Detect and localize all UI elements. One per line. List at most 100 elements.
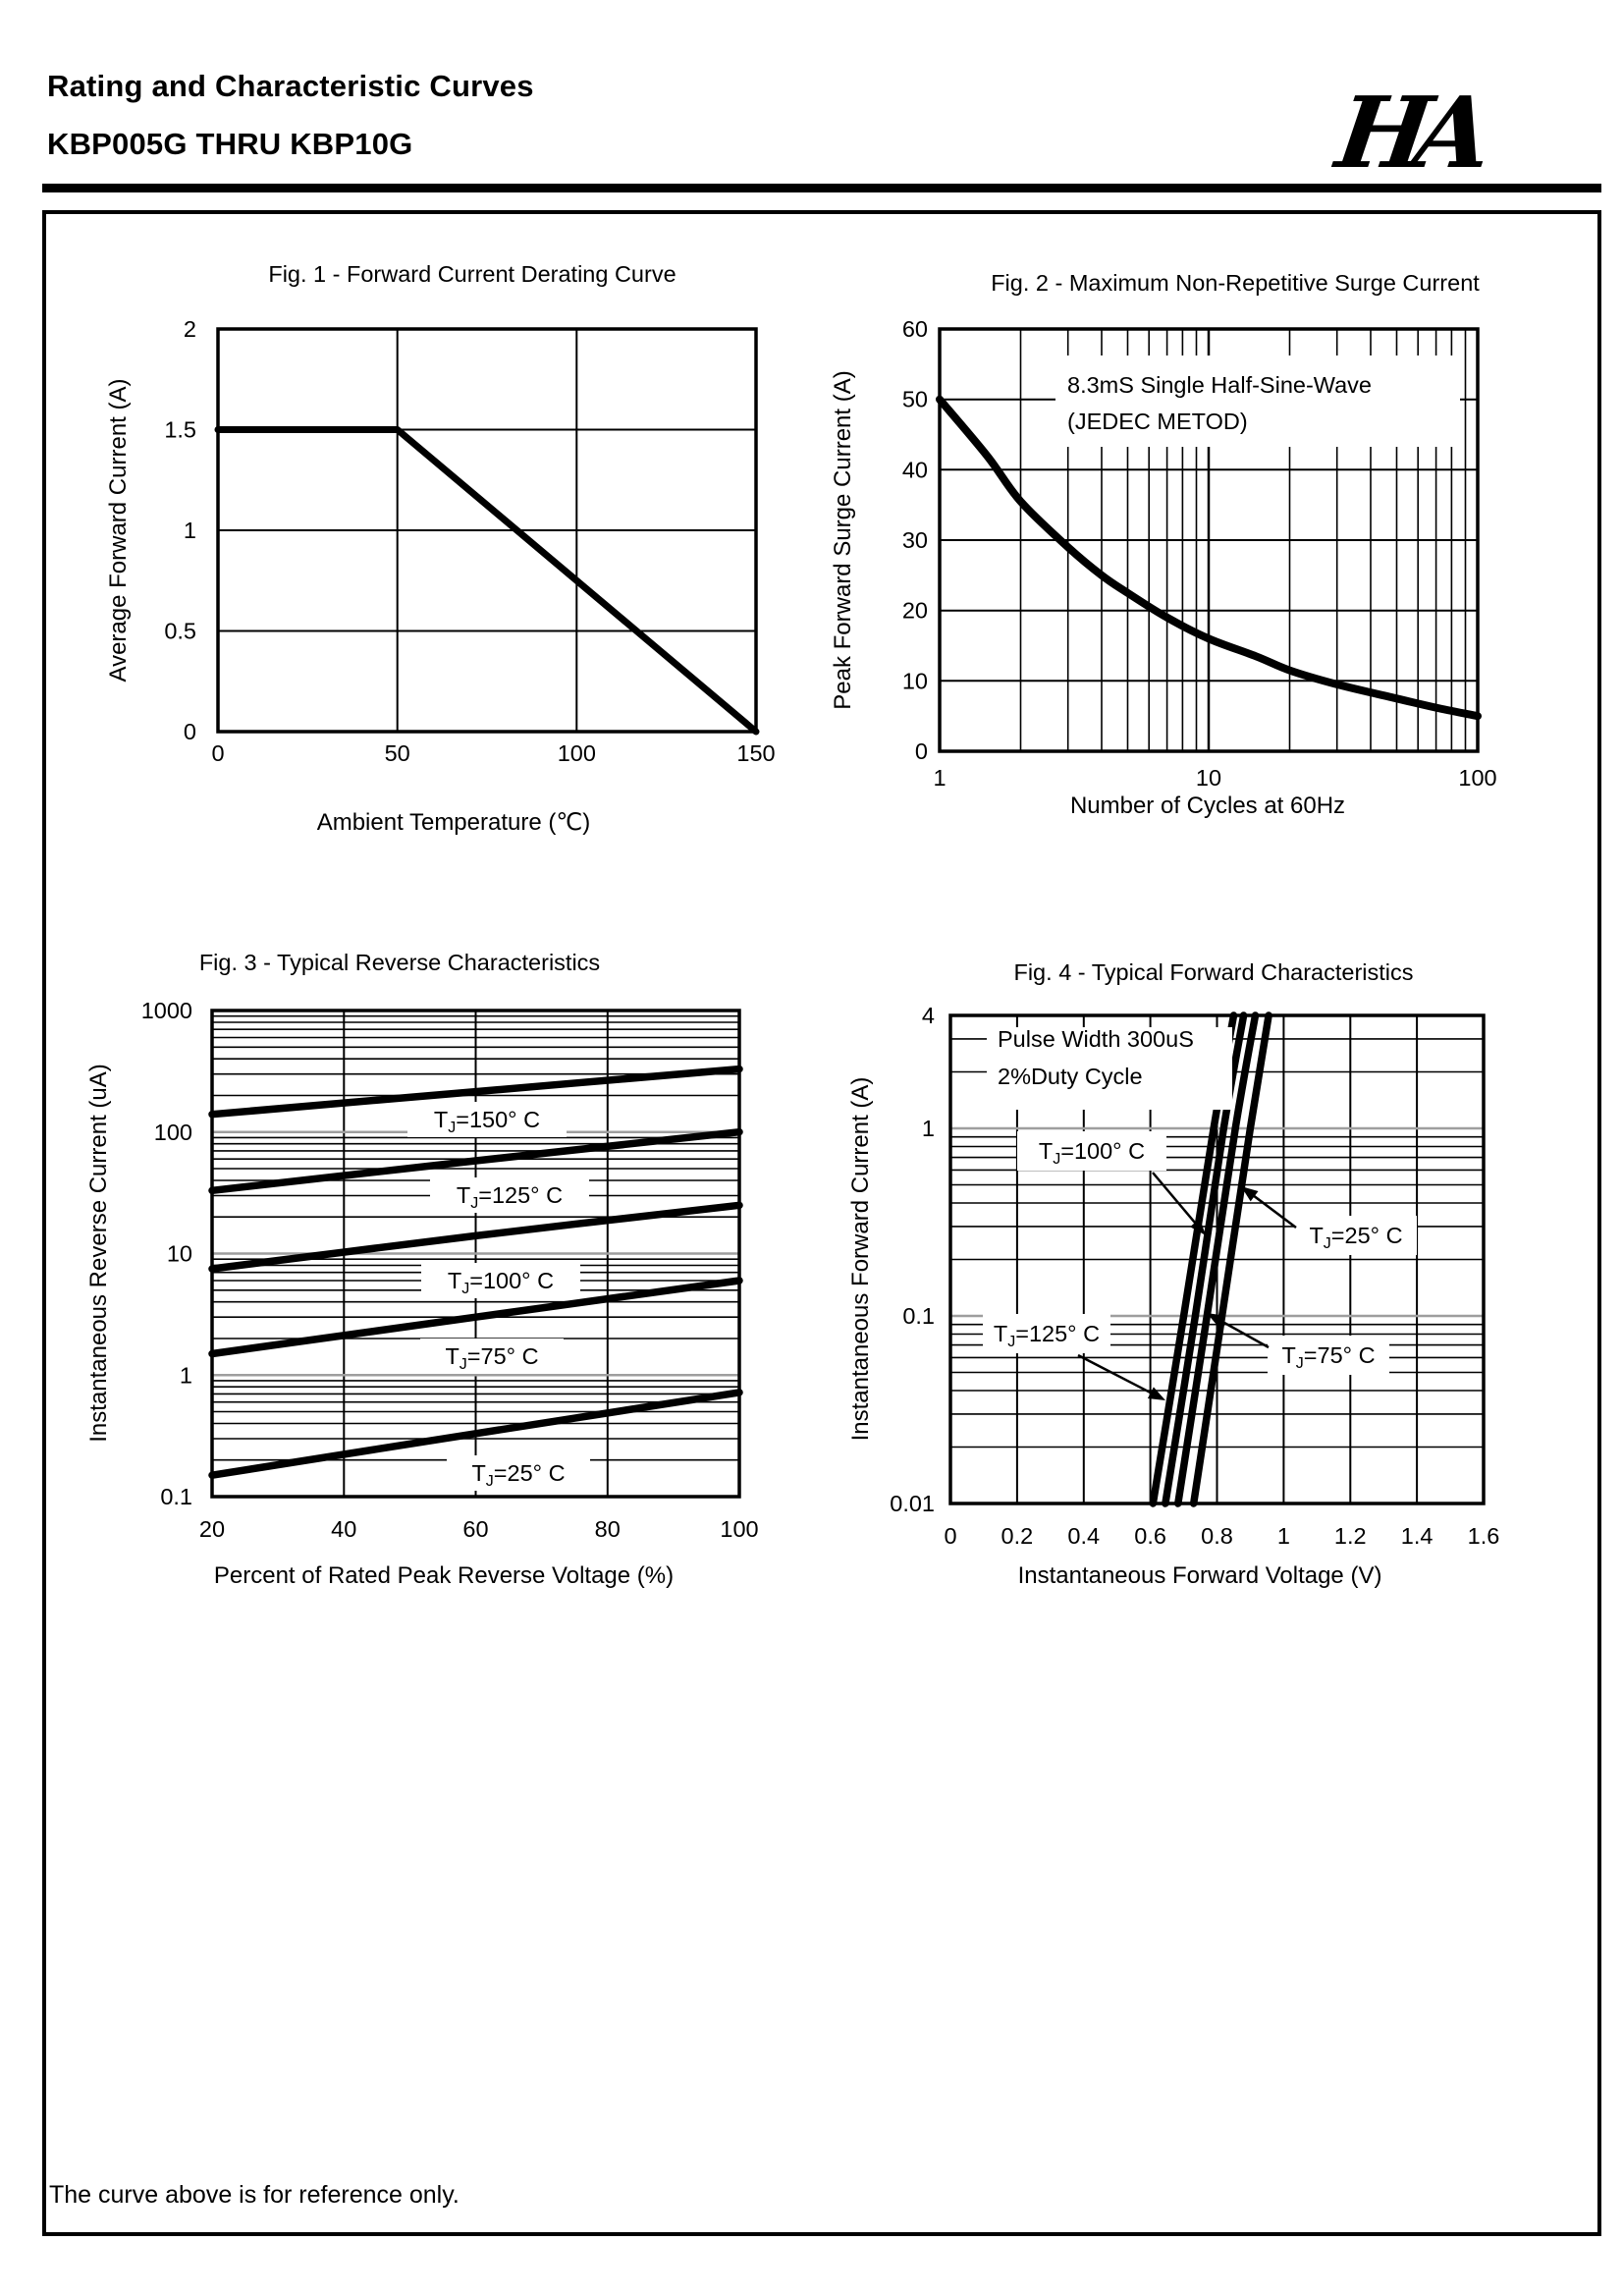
chart-text: Peak Forward Surge Current (A)	[830, 370, 856, 709]
chart-text: Ambient Temperature (℃)	[317, 809, 591, 836]
curve	[214, 426, 760, 736]
curve	[208, 1065, 743, 1119]
fig3-reverse-characteristics-chart: TJ=150° C TJ=125° C TJ=100° C TJ=75° C TJ=25…	[49, 943, 854, 1630]
chart-text: 150	[736, 740, 775, 766]
label-arrow	[1077, 1353, 1160, 1398]
fig3-svg: TJ=150° C TJ=125° C TJ=100° C TJ=75° C TJ=25…	[85, 950, 759, 1589]
fig1-svg: 0 50 100 150 0 0.5 1 1.5 2 Fig. 1 - Forward Curre…	[105, 261, 776, 836]
chart-text: Fig. 4 - Typical Forward Characteristics	[1013, 959, 1413, 985]
chart-text: Percent of Rated Peak Reverse Voltage (%…	[214, 1562, 674, 1589]
part-number-title: KBP005G THRU KBP10G	[47, 127, 413, 161]
chart-text: 0.01	[890, 1491, 935, 1516]
chart-text: 0.2	[1001, 1523, 1034, 1549]
chart-text: 100	[720, 1516, 758, 1542]
curve-label: TJ=25° C	[1309, 1223, 1402, 1252]
label-arrowhead	[1241, 1186, 1259, 1202]
chart-text: 1	[933, 765, 946, 791]
chart-text: 0	[944, 1523, 956, 1549]
chart-text: 10	[902, 668, 928, 693]
brand-logo: HA	[1312, 75, 1606, 190]
curve	[208, 1277, 743, 1358]
curve-label: TJ=125° C	[457, 1182, 563, 1212]
chart-text: 10	[167, 1241, 192, 1267]
curve-label: TJ=100° C	[448, 1268, 554, 1297]
fig3-plot-border	[210, 1009, 741, 1499]
chart-text: 0	[211, 740, 224, 766]
label-arrow	[1152, 1172, 1202, 1230]
chart-text: 1	[1277, 1523, 1290, 1549]
fig1-forward-current-derating-chart: 0 50 100 150 0 0.5 1 1.5 2 Fig. 1 - Forward Curre…	[49, 236, 854, 869]
curve-label-box	[447, 1455, 590, 1491]
content-frame	[42, 210, 1601, 2236]
label-arrowhead	[1190, 1218, 1206, 1235]
curve-label: TJ=150° C	[434, 1107, 540, 1136]
brand-logo-text: HA	[1327, 84, 1496, 187]
chart-text: 1.2	[1334, 1523, 1367, 1549]
fig2-surge-current-chart: 8.3mS Single Half-Sine-Wave (JEDEC METOD)…	[820, 236, 1581, 874]
curve-label: TJ=75° C	[445, 1343, 538, 1373]
chart-text: Fig. 3 - Typical Reverse Characteristics	[199, 950, 600, 975]
curve	[1162, 1011, 1248, 1507]
fig2-series	[936, 395, 1482, 721]
fig4-forward-characteristics-chart: Pulse Width 300uS 2%Duty Cycle TJ=125° C TJ…	[815, 943, 1591, 1650]
chart-text: 30	[902, 527, 928, 553]
fig1-plot-border	[216, 327, 758, 734]
chart-text: 20	[199, 1516, 225, 1542]
chart-text: Instantaneous Forward Voltage (V)	[1018, 1562, 1382, 1589]
fig1-series	[214, 426, 760, 736]
chart-text: 0.4	[1067, 1523, 1100, 1549]
curve-label-box	[420, 1339, 564, 1374]
chart-text: 50	[902, 387, 928, 412]
chart-text: 60	[462, 1516, 488, 1542]
curve	[1189, 1011, 1272, 1507]
chart-text: 20	[902, 598, 928, 624]
chart-text: 1	[180, 1362, 192, 1388]
chart-text: 1.5	[164, 417, 196, 443]
label-arrow	[1213, 1315, 1270, 1349]
fig4-plot-border	[948, 1013, 1486, 1505]
chart-text: 60	[902, 316, 928, 342]
chart-text: Number of Cycles at 60Hz	[1070, 793, 1345, 819]
note-box	[987, 1027, 1232, 1110]
chart-text: 1.4	[1401, 1523, 1434, 1549]
chart-text: 0.5	[164, 619, 196, 644]
chart-text: Fig. 2 - Maximum Non-Repetitive Surge Cu…	[991, 270, 1480, 296]
curve-label: TJ=125° C	[994, 1321, 1100, 1350]
chart-text: Average Forward Current (A)	[105, 379, 132, 683]
note-box	[1055, 355, 1460, 447]
chart-text: 1000	[141, 998, 192, 1023]
curve-label: TJ=75° C	[1281, 1342, 1375, 1372]
curve	[936, 395, 1482, 721]
chart-text: 0.1	[160, 1484, 192, 1509]
curve	[208, 1389, 743, 1479]
label-arrow	[1246, 1189, 1297, 1230]
chart-text: 1	[922, 1116, 935, 1141]
chart-text: 1.6	[1468, 1523, 1500, 1549]
chart-text: 0	[184, 719, 196, 744]
chart-text: 2%Duty Cycle	[998, 1064, 1143, 1089]
chart-text: (JEDEC METOD)	[1067, 409, 1248, 434]
header-rule	[42, 184, 1601, 192]
chart-text: 4	[922, 1003, 935, 1028]
curve	[208, 1127, 743, 1195]
curve-label-box	[983, 1314, 1110, 1353]
curve-label: TJ=25° C	[471, 1460, 565, 1490]
chart-text: 0.8	[1201, 1523, 1233, 1549]
chart-text: Fig. 1 - Forward Current Derating Curve	[268, 261, 676, 287]
chart-text: 1	[184, 518, 196, 543]
chart-text: 50	[385, 740, 410, 766]
fig2-svg: 8.3mS Single Half-Sine-Wave (JEDEC METOD)…	[830, 270, 1497, 819]
chart-text: 80	[595, 1516, 621, 1542]
curve-label-box	[421, 1263, 580, 1298]
chart-text: 40	[331, 1516, 356, 1542]
chart-text: 100	[558, 740, 596, 766]
chart-text: 10	[1196, 765, 1221, 791]
fig3-gridlines	[212, 1011, 739, 1497]
chart-text: 40	[902, 457, 928, 482]
chart-text: Pulse Width 300uS	[998, 1026, 1194, 1052]
curve-label-box	[407, 1102, 567, 1137]
curve	[208, 1201, 743, 1273]
curve-label: TJ=100° C	[1039, 1138, 1145, 1168]
chart-text: 100	[1458, 765, 1496, 791]
chart-text: Instantaneous Reverse Current (uA)	[85, 1064, 112, 1443]
